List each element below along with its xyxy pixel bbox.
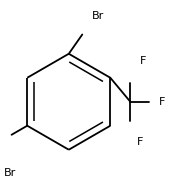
Text: Br: Br	[4, 168, 16, 178]
Text: F: F	[137, 137, 143, 147]
Text: F: F	[140, 56, 147, 66]
Text: F: F	[158, 97, 165, 107]
Text: Br: Br	[91, 11, 104, 21]
